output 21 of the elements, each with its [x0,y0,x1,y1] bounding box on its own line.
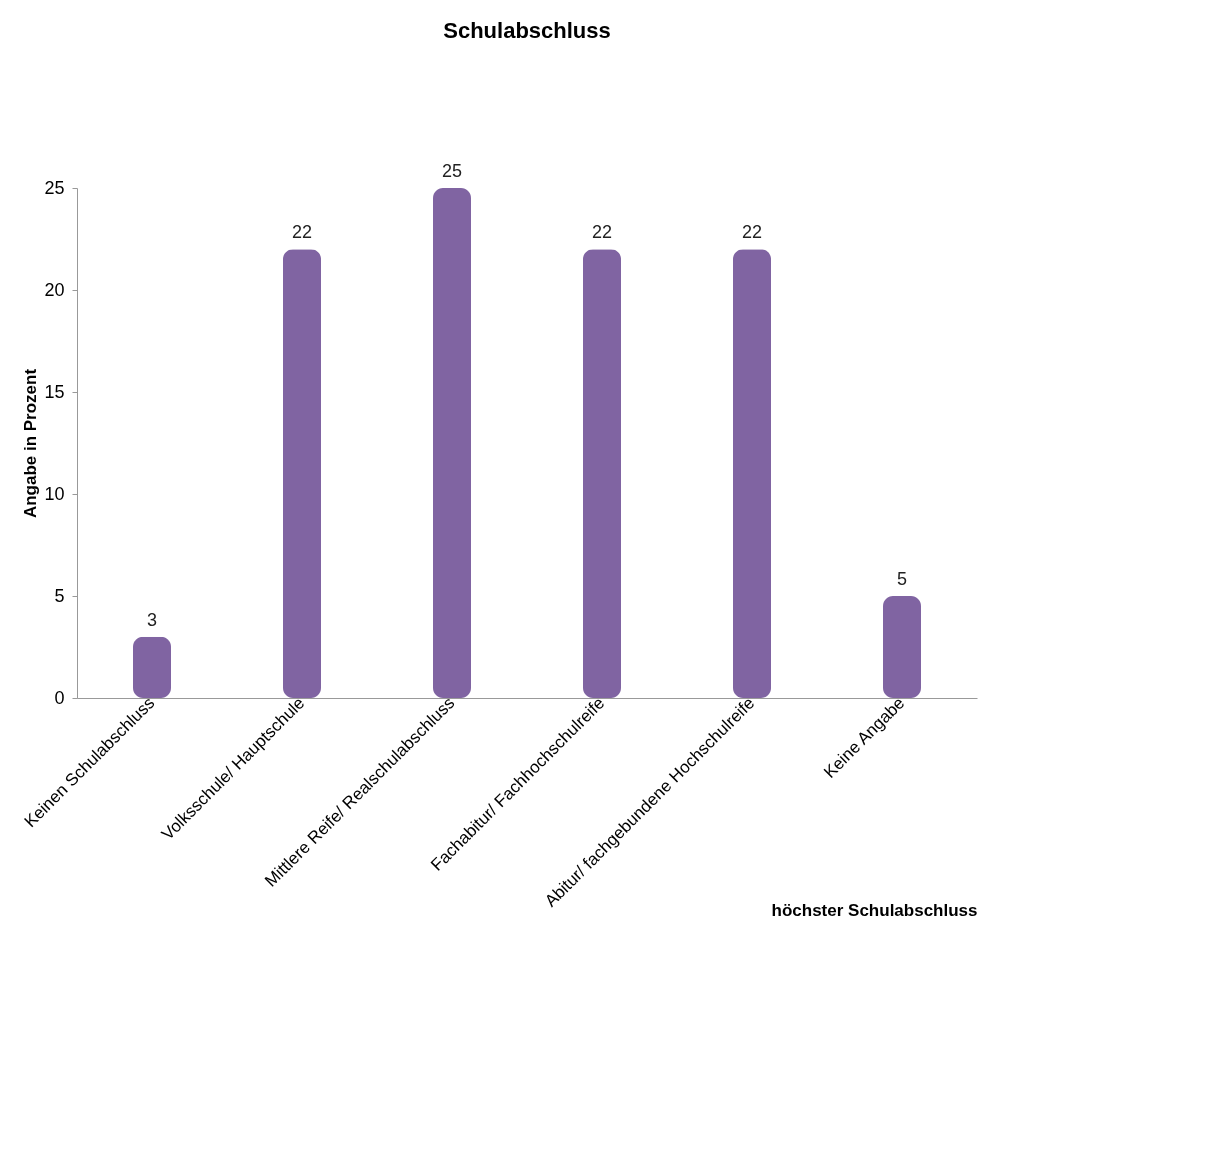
y-tick-label: 10 [44,483,65,504]
data-label: 25 [441,161,463,181]
chart-title: Schulabschluss [443,18,611,43]
y-tick-label: 15 [44,381,65,402]
y-tick-label: 5 [54,585,65,606]
data-label: 5 [896,569,908,589]
y-tick-label: 0 [54,687,65,708]
x-axis-title: höchster Schulabschluss [771,900,978,920]
bar [583,249,621,698]
y-tick-label: 25 [44,177,65,198]
y-axis-title: Angabe in Prozent [21,368,41,519]
bar [733,249,771,698]
bar [883,596,921,698]
data-label: 22 [291,222,313,243]
bar [433,188,471,698]
data-label: 22 [741,222,763,243]
bar [133,636,171,698]
data-label: 22 [591,222,613,243]
y-tick-label: 20 [44,279,65,300]
bar [283,249,321,698]
data-label: 3 [146,609,158,630]
